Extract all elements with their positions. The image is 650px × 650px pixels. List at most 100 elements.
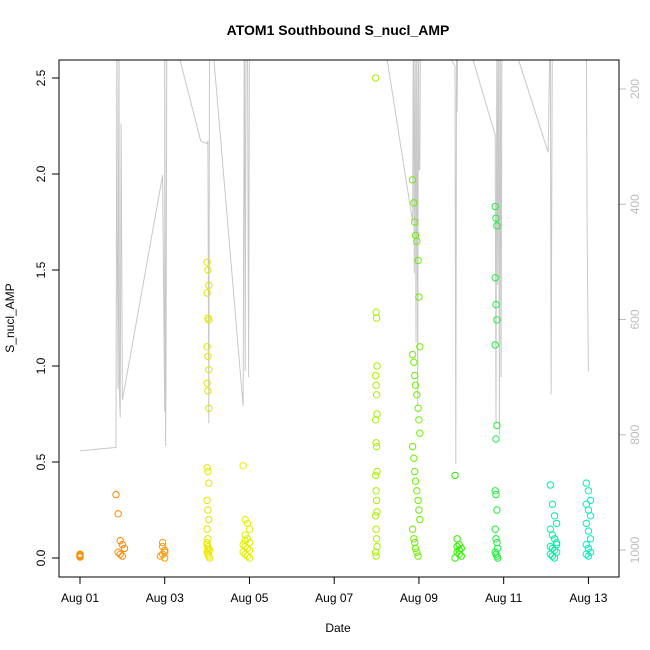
data-point <box>414 496 422 505</box>
data-point <box>241 515 249 524</box>
data-point <box>584 552 593 560</box>
data-point <box>415 416 423 424</box>
data-point <box>372 525 380 533</box>
data-point <box>158 550 167 558</box>
data-point <box>204 506 212 514</box>
data-point <box>491 341 499 349</box>
data-point <box>204 387 212 395</box>
data-point <box>411 538 419 547</box>
y-tick-label: 0.5 <box>34 453 48 470</box>
data-point <box>205 554 214 562</box>
data-point <box>408 176 417 184</box>
data-point <box>586 535 595 543</box>
secondary-tick-label: 800 <box>628 424 642 444</box>
data-point <box>76 551 84 559</box>
data-point <box>546 550 554 558</box>
data-point <box>372 471 380 480</box>
data-point <box>372 314 381 322</box>
data-point <box>204 266 212 274</box>
chart-title: ATOM1 Southbound S_nucl_AMP <box>227 22 450 38</box>
data-point <box>410 358 418 366</box>
data-point <box>416 515 424 524</box>
data-point <box>118 540 127 549</box>
data-point <box>410 199 418 207</box>
secondary-tick-label: 1000 <box>628 536 642 563</box>
data-point <box>114 548 122 556</box>
x-axis-label: Date <box>325 621 351 635</box>
data-point <box>550 512 559 520</box>
data-point <box>582 479 590 487</box>
data-point <box>118 552 127 560</box>
data-point <box>416 343 424 351</box>
data-point <box>552 540 561 549</box>
data-point <box>491 487 499 495</box>
y-axis-label: S_nucl_AMP <box>3 283 17 352</box>
data-point <box>372 439 380 447</box>
data-point <box>491 202 499 211</box>
plot-box <box>58 59 620 578</box>
data-point <box>372 416 380 424</box>
x-tick-label: Aug 05 <box>230 591 268 605</box>
data-point <box>413 487 421 495</box>
data-point <box>416 429 424 437</box>
data-point <box>245 525 254 533</box>
data-point <box>550 554 559 562</box>
data-point <box>492 214 500 222</box>
data-point <box>411 218 419 226</box>
x-tick-label: Aug 09 <box>400 591 438 605</box>
data-point <box>492 300 500 309</box>
data-point <box>582 550 590 558</box>
data-point <box>492 435 500 443</box>
data-point <box>203 343 211 351</box>
data-point <box>552 538 561 547</box>
y-tick-label: 2.0 <box>34 165 48 182</box>
data-point <box>415 506 423 514</box>
data-point <box>491 274 499 282</box>
data-point <box>239 548 247 556</box>
data-point <box>161 548 169 556</box>
data-point <box>204 467 212 476</box>
data-point <box>372 308 380 316</box>
data-point <box>158 538 167 547</box>
data-point <box>243 535 252 543</box>
data-point <box>161 554 169 562</box>
data-point <box>203 258 211 266</box>
scatter-points-layer <box>76 74 595 562</box>
data-point <box>586 548 595 556</box>
secondary-series-layer <box>79 60 589 464</box>
data-point <box>114 510 122 518</box>
secondary-series-line <box>79 60 589 464</box>
data-point <box>205 404 213 412</box>
data-point <box>203 464 211 472</box>
data-point <box>408 525 417 533</box>
data-point <box>493 421 501 430</box>
x-tick-label: Aug 03 <box>146 591 184 605</box>
data-point <box>205 479 213 487</box>
x-tick-label: Aug 01 <box>61 591 99 605</box>
data-point <box>372 487 380 495</box>
data-point <box>203 289 211 297</box>
data-point <box>411 467 419 476</box>
data-point <box>413 237 421 245</box>
data-point <box>582 519 590 528</box>
data-point <box>408 350 417 359</box>
data-point <box>411 477 420 485</box>
data-point <box>455 540 463 549</box>
data-point <box>584 527 593 535</box>
data-point <box>411 544 420 553</box>
data-point <box>116 537 124 545</box>
data-point <box>410 535 418 543</box>
data-point <box>415 293 423 301</box>
data-point <box>493 538 501 547</box>
data-point <box>205 366 213 374</box>
x-tick-label: Aug 13 <box>569 591 607 605</box>
data-point <box>156 552 165 560</box>
data-point <box>203 540 211 549</box>
data-point <box>241 531 249 539</box>
data-point <box>372 74 380 82</box>
y-tick-label: 1.0 <box>34 357 48 374</box>
data-point <box>372 552 380 560</box>
data-point <box>205 281 213 290</box>
secondary-tick-label: 400 <box>628 194 642 214</box>
